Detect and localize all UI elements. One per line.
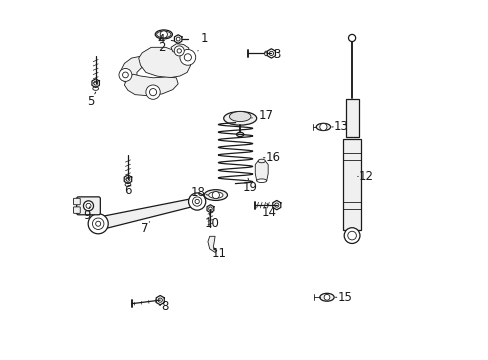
FancyBboxPatch shape <box>73 198 80 205</box>
Text: 19: 19 <box>242 178 257 194</box>
Text: 8: 8 <box>159 300 168 313</box>
Polygon shape <box>171 44 188 54</box>
Ellipse shape <box>223 112 256 125</box>
Circle shape <box>180 49 195 65</box>
Circle shape <box>96 221 101 226</box>
Text: 1: 1 <box>198 32 208 51</box>
Ellipse shape <box>319 293 333 301</box>
Bar <box>345 99 358 137</box>
Circle shape <box>88 214 108 234</box>
Ellipse shape <box>156 31 171 38</box>
Circle shape <box>184 54 191 61</box>
Text: 13: 13 <box>331 121 348 134</box>
Circle shape <box>83 201 93 211</box>
Circle shape <box>319 123 326 131</box>
Text: 9: 9 <box>83 207 91 222</box>
Ellipse shape <box>203 190 227 201</box>
Text: 3: 3 <box>265 48 280 61</box>
Ellipse shape <box>236 132 244 136</box>
Ellipse shape <box>208 192 223 198</box>
FancyBboxPatch shape <box>77 197 100 215</box>
Text: 7: 7 <box>141 222 149 235</box>
Polygon shape <box>97 198 198 230</box>
Text: 12: 12 <box>357 170 373 183</box>
FancyBboxPatch shape <box>73 207 80 213</box>
Circle shape <box>160 31 167 38</box>
Bar <box>343 139 360 230</box>
Circle shape <box>145 85 160 99</box>
Text: 11: 11 <box>211 247 226 260</box>
Circle shape <box>212 192 219 199</box>
Text: 2: 2 <box>158 39 165 54</box>
Text: 18: 18 <box>190 186 207 199</box>
Circle shape <box>119 68 132 81</box>
Circle shape <box>174 46 184 56</box>
Text: 5: 5 <box>87 92 96 108</box>
Text: 4: 4 <box>157 32 173 46</box>
Text: 14: 14 <box>262 203 277 220</box>
Circle shape <box>92 218 104 229</box>
Ellipse shape <box>258 159 265 163</box>
Polygon shape <box>255 161 267 181</box>
Circle shape <box>348 35 355 41</box>
Ellipse shape <box>125 183 131 186</box>
Polygon shape <box>124 74 178 96</box>
Text: 17: 17 <box>251 109 273 122</box>
Ellipse shape <box>316 123 330 131</box>
Polygon shape <box>121 56 142 85</box>
Text: 10: 10 <box>204 214 219 230</box>
Circle shape <box>324 294 329 300</box>
Circle shape <box>192 197 202 206</box>
Ellipse shape <box>155 30 172 39</box>
Polygon shape <box>207 236 217 252</box>
Circle shape <box>86 203 91 208</box>
Text: 6: 6 <box>124 183 131 197</box>
Ellipse shape <box>93 87 99 90</box>
Circle shape <box>188 193 205 210</box>
Text: 15: 15 <box>335 291 352 304</box>
Text: 16: 16 <box>263 151 280 164</box>
Ellipse shape <box>229 112 250 122</box>
Circle shape <box>347 231 356 240</box>
Circle shape <box>195 199 199 204</box>
Ellipse shape <box>256 179 266 183</box>
Polygon shape <box>139 47 190 78</box>
Circle shape <box>344 228 359 243</box>
Ellipse shape <box>264 51 267 56</box>
